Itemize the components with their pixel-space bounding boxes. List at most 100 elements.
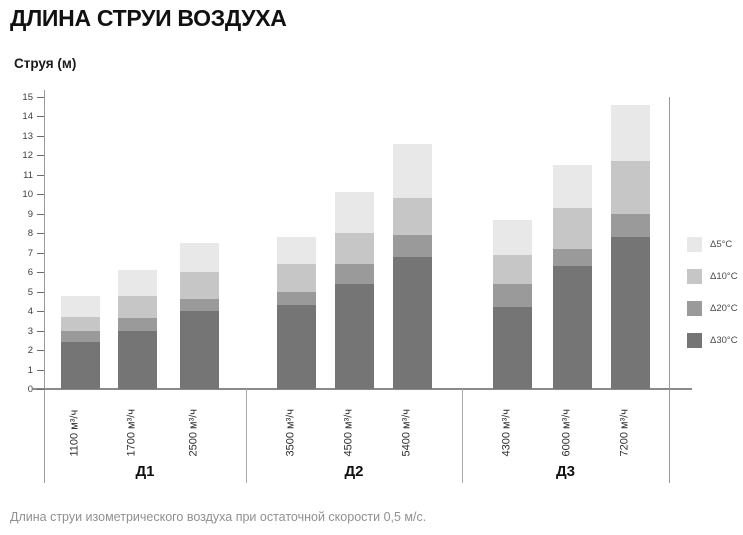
bar-segment (180, 311, 219, 389)
y-tick-mark (37, 291, 44, 293)
legend-item: Δ20°C (687, 301, 738, 316)
y-tick-label: 7 (27, 247, 33, 259)
legend-swatch (687, 269, 702, 284)
bar-segment (553, 248, 592, 267)
bar-segment (393, 143, 432, 199)
bar-segment (118, 317, 157, 331)
y-tick-mark (37, 272, 44, 274)
y-tick-mark (37, 233, 44, 235)
y-axis-line (44, 90, 45, 483)
y-tick-label: 0 (27, 384, 33, 395)
bar-segment (335, 283, 374, 389)
legend-label: Δ10°C (710, 271, 738, 282)
bar-segment (335, 192, 374, 234)
bar-segment (277, 305, 316, 389)
x-axis-label: 7200 м³/ч (618, 408, 630, 457)
y-tick-label: 2 (27, 345, 33, 357)
y-tick-label: 8 (27, 228, 33, 240)
y-tick-mark (37, 252, 44, 254)
bar-segment (393, 256, 432, 389)
legend-item: Δ10°C (687, 269, 738, 284)
x-axis-label: 2500 м³/ч (187, 408, 199, 457)
y-axis-title: Струя (м) (14, 56, 77, 71)
y-tick-mark (37, 350, 44, 352)
bar-segment (118, 295, 157, 318)
y-tick-mark (37, 369, 44, 371)
bar-segment (277, 264, 316, 292)
y-tick-label: 15 (22, 92, 33, 103)
y-tick-mark (37, 97, 44, 98)
y-tick-label: 11 (23, 169, 33, 181)
x-axis-label: 4500 м³/ч (342, 408, 354, 457)
bar-segment (180, 243, 219, 273)
x-axis-label: 4300 м³/ч (500, 408, 512, 457)
group-label: Д2 (344, 463, 364, 480)
x-axis-baseline (33, 388, 692, 390)
bar-segment (61, 342, 100, 389)
y-tick-label: 6 (27, 267, 33, 279)
x-axis-label: 3500 м³/ч (284, 408, 296, 457)
y-tick-mark (37, 116, 44, 118)
x-axis-label: 5400 м³/ч (400, 408, 412, 457)
caption: Длина струи изометрического воздуха при … (10, 510, 427, 524)
legend-item: Δ30°C (687, 333, 738, 348)
bar-segment (335, 264, 374, 284)
x-axis-label: 1700 м³/ч (125, 408, 137, 457)
bar-segment (277, 237, 316, 265)
bar-segment (277, 291, 316, 306)
bar-segment (393, 198, 432, 236)
legend-swatch (687, 301, 702, 316)
legend-label: Δ20°C (710, 303, 738, 314)
bar-segment (61, 295, 100, 317)
y-tick-label: 5 (27, 286, 33, 298)
y-tick-mark (37, 135, 44, 137)
bar-segment (493, 307, 532, 389)
plot-area (44, 97, 669, 389)
y-tick-label: 14 (22, 111, 33, 123)
bar-segment (118, 270, 157, 296)
x-axis-label: 1100 м³/ч (68, 409, 80, 457)
bar-segment (493, 254, 532, 284)
bar-segment (180, 299, 219, 312)
bar-segment (611, 237, 650, 389)
bar-segment (611, 104, 650, 162)
y-tick-label: 1 (27, 364, 33, 376)
legend-item: Δ5°C (687, 237, 738, 252)
y-tick-label: 4 (27, 306, 33, 318)
bar-segment (553, 165, 592, 208)
bar-segment (61, 316, 100, 331)
y-tick-mark (37, 389, 44, 390)
legend-label: Δ5°C (710, 239, 733, 250)
legend: Δ5°C Δ10°C Δ20°C Δ30°C (687, 237, 738, 365)
chart-title: ДЛИНА СТРУИ ВОЗДУХА (10, 5, 287, 31)
y-tick-mark (37, 174, 44, 176)
y-tick-mark (37, 213, 44, 215)
y-tick-label: 12 (22, 150, 33, 162)
x-axis-label: 6000 м³/ч (560, 408, 572, 457)
bar-segment (611, 161, 650, 214)
y-tick-label: 10 (22, 189, 33, 201)
y-tick-mark (37, 311, 44, 313)
legend-swatch (687, 333, 702, 348)
y-tick-label: 3 (27, 325, 33, 337)
bar-segment (393, 235, 432, 257)
bar-segment (611, 213, 650, 238)
bar-segment (493, 219, 532, 255)
y-tick-mark (37, 330, 44, 332)
y-tick-mark (37, 155, 44, 157)
bar-segment (61, 330, 100, 343)
bar-segment (553, 266, 592, 389)
group-label: Д3 (555, 463, 576, 480)
bar-segment (553, 207, 592, 249)
legend-label: Δ30°C (710, 335, 738, 346)
bar-segment (118, 330, 157, 389)
legend-swatch (687, 237, 702, 252)
bar-segment (180, 272, 219, 300)
group-separator-line (462, 389, 463, 483)
y-tick-mark (37, 194, 44, 196)
group-separator-line (246, 389, 247, 483)
group-label: Д1 (135, 463, 155, 480)
bar-segment (493, 283, 532, 308)
y-tick-label: 9 (27, 208, 33, 220)
